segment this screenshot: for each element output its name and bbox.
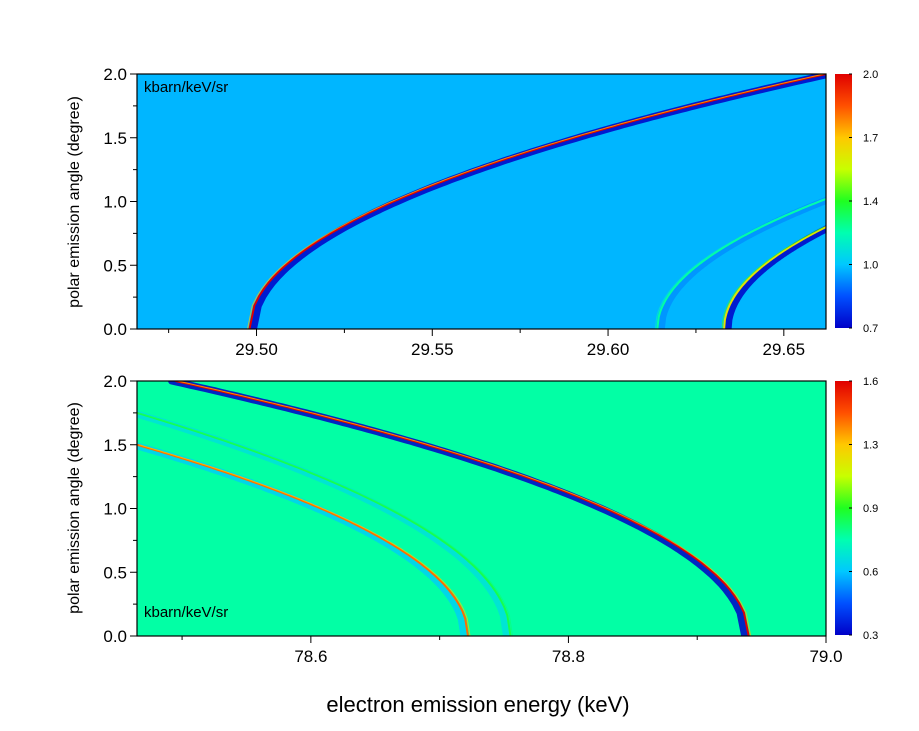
- x-tick-label: 29.55: [411, 340, 454, 359]
- y-axis-title-top: polar emission angle (degree): [66, 96, 83, 308]
- feature-ridge-1-2: [656, 197, 826, 329]
- y-tick-label: 0.5: [103, 256, 127, 275]
- colorbar-tick-label: 1.7: [863, 133, 878, 145]
- x-tick-label: 29.60: [587, 340, 630, 359]
- feature-halo-1-2: [654, 198, 825, 329]
- heatmap-top-background: [137, 74, 826, 329]
- y-tick-label: 1.0: [103, 193, 127, 212]
- colorbar-tick-label: 0.9: [863, 503, 878, 515]
- unit-label-top: kbarn/keV/sr: [144, 79, 228, 96]
- feature-halo-1-1: [247, 74, 825, 329]
- y-tick-label: 1.5: [103, 129, 127, 148]
- feature-halo-2-1: [177, 381, 752, 636]
- y-tick-label: 0.0: [103, 320, 127, 339]
- y-tick-label: 2.0: [103, 372, 127, 391]
- feature-trough-2-3: [137, 410, 510, 636]
- x-tick-label: 79.0: [809, 647, 842, 666]
- colorbar-tick-label: 2.0: [863, 69, 878, 81]
- x-tick-label: 78.8: [552, 647, 585, 666]
- heatmap-bottom-features: [137, 381, 752, 636]
- feature-ridge-1-3: [723, 226, 826, 329]
- feature-trough-1-2: [657, 196, 826, 329]
- feature-trough-2-2: [137, 442, 468, 636]
- heatmap-bottom-background: [137, 381, 826, 636]
- y-tick-label: 1.0: [103, 500, 127, 519]
- unit-label-bottom: kbarn/keV/sr: [144, 604, 228, 621]
- colorbar-tick-label: 1.6: [863, 376, 878, 388]
- y-tick-label: 0.5: [103, 563, 127, 582]
- colorbar-tick-label: 0.7: [863, 323, 878, 335]
- colorbar-tick-label: 0.6: [863, 567, 878, 579]
- feature-halo-1-3: [721, 226, 825, 329]
- colorbar-bottom: [835, 381, 852, 635]
- axis-ticks-bottom: 78.6 78.8 79.0 0.0 0.5 1.0 1.5 2.0: [103, 372, 842, 666]
- feature-ridge-2-2: [137, 443, 469, 636]
- y-tick-label: 0.0: [103, 627, 127, 646]
- colorbar-ticks-top: 0.7 1.0 1.4 1.7 2.0: [849, 69, 878, 335]
- feature-halo-2-2: [138, 444, 471, 636]
- x-tick-label: 78.6: [294, 647, 327, 666]
- x-tick-label: 29.50: [235, 340, 278, 359]
- heatmap-top-features: [247, 74, 826, 329]
- feature-ridge-2-3: [137, 411, 512, 636]
- panel-bottom: 78.6 78.8 79.0 0.0 0.5 1.0 1.5 2.0 kbarn/keV/sr…: [66, 372, 878, 666]
- y-tick-label: 2.0: [103, 65, 127, 84]
- y-axis-title-bottom: polar emission angle (degree): [66, 402, 83, 614]
- colorbar-tick-label: 0.3: [863, 630, 878, 642]
- feature-halo-2-3: [138, 412, 513, 636]
- x-axis-title: electron emission energy (keV): [326, 692, 629, 717]
- x-tick-label: 29.65: [763, 340, 806, 359]
- panel-top: 29.50 29.55 29.60 29.65 0.0 0.5 1.0 1.5 2.0 kbar…: [66, 65, 878, 359]
- colorbar-tick-label: 1.4: [863, 196, 878, 208]
- colorbar-ticks-bottom: 0.3 0.6 0.9 1.3 1.6: [849, 376, 878, 642]
- colorbar-top: [835, 74, 852, 328]
- axis-ticks-top: 29.50 29.55 29.60 29.65 0.0 0.5 1.0 1.5 2.0: [103, 65, 805, 359]
- colorbar-tick-label: 1.3: [863, 440, 878, 452]
- feature-trough-1-3: [724, 225, 826, 329]
- y-tick-label: 1.5: [103, 436, 127, 455]
- colorbar-tick-label: 1.0: [863, 260, 878, 272]
